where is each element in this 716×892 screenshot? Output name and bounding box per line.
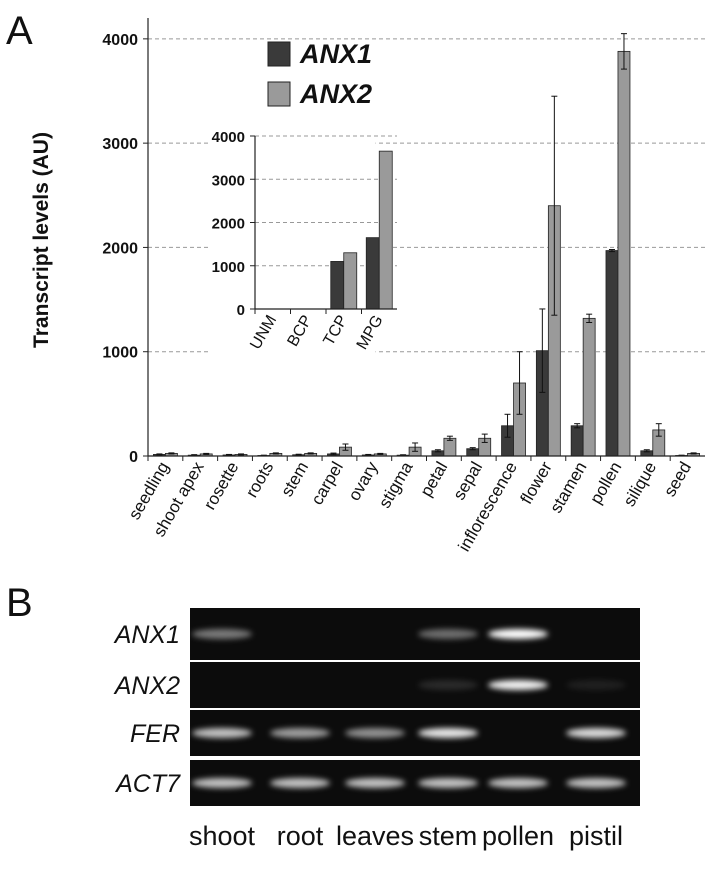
legend-swatch bbox=[267, 81, 291, 107]
gel-band bbox=[345, 778, 405, 788]
y-tick-label: 4000 bbox=[102, 32, 138, 49]
gel-band bbox=[418, 728, 478, 738]
y-tick-label: 4000 bbox=[212, 129, 245, 146]
gel-band bbox=[488, 629, 548, 639]
gel-column-label: leaves bbox=[336, 821, 414, 851]
gel-row-label: FER bbox=[130, 720, 180, 748]
gel-band bbox=[270, 778, 330, 788]
gel: ANX1 ANX2 FER ACT7 shoot root leaves stem pollen… bbox=[113, 608, 640, 851]
x-tick-label: seed bbox=[660, 459, 695, 500]
gel-lane-strip bbox=[190, 662, 640, 708]
gel-band bbox=[192, 728, 252, 738]
x-tick-label: sepal bbox=[449, 459, 486, 504]
gel-row-label: ANX1 bbox=[113, 621, 180, 649]
bar bbox=[570, 425, 584, 457]
legend-swatch bbox=[267, 41, 291, 67]
bar bbox=[443, 437, 457, 457]
legend-label: ANX2 bbox=[299, 79, 372, 109]
gel-lane-strip bbox=[190, 608, 640, 660]
y-tick-label: 0 bbox=[129, 449, 138, 466]
bar bbox=[582, 317, 596, 457]
y-tick-label: 3000 bbox=[212, 172, 245, 189]
gel-column-label: pollen bbox=[482, 821, 554, 851]
bar bbox=[330, 261, 345, 310]
x-tick-label: carpel bbox=[307, 459, 347, 509]
bar bbox=[343, 252, 358, 310]
bar bbox=[378, 150, 393, 310]
gel-band bbox=[488, 778, 548, 788]
gel-band bbox=[566, 680, 626, 690]
gel-column-label: pistil bbox=[569, 821, 623, 851]
panel-label: A bbox=[6, 9, 33, 53]
y-tick-label: 1000 bbox=[212, 259, 245, 276]
gel-band bbox=[270, 728, 330, 738]
y-axis-label: Transcript levels (AU) bbox=[30, 132, 53, 348]
gel-band bbox=[192, 629, 252, 639]
gel-lane-strip bbox=[190, 710, 640, 756]
x-tick-label: silique bbox=[620, 459, 661, 510]
x-tick-label: petal bbox=[416, 459, 451, 500]
bar bbox=[605, 250, 619, 457]
x-tick-label: rosette bbox=[200, 459, 242, 514]
x-tick-label: roots bbox=[242, 459, 277, 501]
x-tick-label: ovary bbox=[345, 458, 382, 504]
gel-band bbox=[418, 778, 478, 788]
y-tick-label: 2000 bbox=[212, 216, 245, 233]
gel-column-label: shoot bbox=[189, 821, 256, 851]
legend-label: ANX1 bbox=[299, 39, 372, 69]
y-tick-label: 0 bbox=[237, 302, 245, 319]
bar bbox=[617, 50, 631, 457]
gel-band bbox=[418, 629, 478, 639]
x-tick-label: stigma bbox=[375, 458, 417, 511]
gel-row-label: ANX2 bbox=[113, 672, 180, 700]
y-tick-label: 3000 bbox=[102, 136, 138, 153]
gel-band bbox=[345, 728, 405, 738]
bar bbox=[365, 237, 380, 310]
y-tick-label: 1000 bbox=[102, 345, 138, 362]
gel-row-label: ACT7 bbox=[114, 770, 181, 798]
inset-frame bbox=[209, 127, 376, 364]
gel-band bbox=[192, 778, 252, 788]
gel-band bbox=[488, 680, 548, 690]
gel-band bbox=[566, 778, 626, 788]
gel-column-label: stem bbox=[419, 821, 478, 851]
y-tick-label: 2000 bbox=[102, 240, 138, 257]
x-tick-label: stem bbox=[277, 459, 312, 500]
gel-band bbox=[418, 680, 478, 690]
gel-column-label: root bbox=[277, 821, 324, 851]
gel-lane-strip bbox=[190, 760, 640, 806]
panel-label: B bbox=[6, 581, 33, 625]
gel-band bbox=[566, 728, 626, 738]
